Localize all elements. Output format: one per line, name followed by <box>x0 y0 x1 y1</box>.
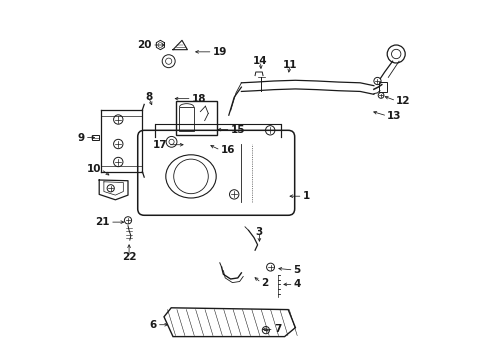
Bar <box>379 82 387 92</box>
Text: 10: 10 <box>87 164 101 174</box>
Text: 12: 12 <box>396 96 411 106</box>
Bar <box>92 135 99 140</box>
Text: 19: 19 <box>213 47 227 57</box>
Text: 6: 6 <box>149 320 157 330</box>
Text: 14: 14 <box>253 56 268 66</box>
Bar <box>176 101 217 135</box>
Text: 15: 15 <box>231 125 245 135</box>
Text: 11: 11 <box>283 60 297 70</box>
Text: 8: 8 <box>145 92 152 102</box>
Text: 18: 18 <box>192 94 206 104</box>
Text: 21: 21 <box>96 217 110 227</box>
Text: 1: 1 <box>303 191 310 201</box>
Text: 17: 17 <box>153 140 168 150</box>
Text: 9: 9 <box>78 132 85 143</box>
Text: 20: 20 <box>138 40 152 50</box>
Text: 13: 13 <box>387 111 402 121</box>
Text: 3: 3 <box>256 227 263 237</box>
Text: 2: 2 <box>261 278 269 288</box>
Text: 5: 5 <box>294 265 301 275</box>
Text: 7: 7 <box>274 324 281 334</box>
Bar <box>179 107 194 131</box>
Text: 22: 22 <box>122 252 136 262</box>
Text: 16: 16 <box>220 145 235 155</box>
Text: 4: 4 <box>294 279 301 289</box>
